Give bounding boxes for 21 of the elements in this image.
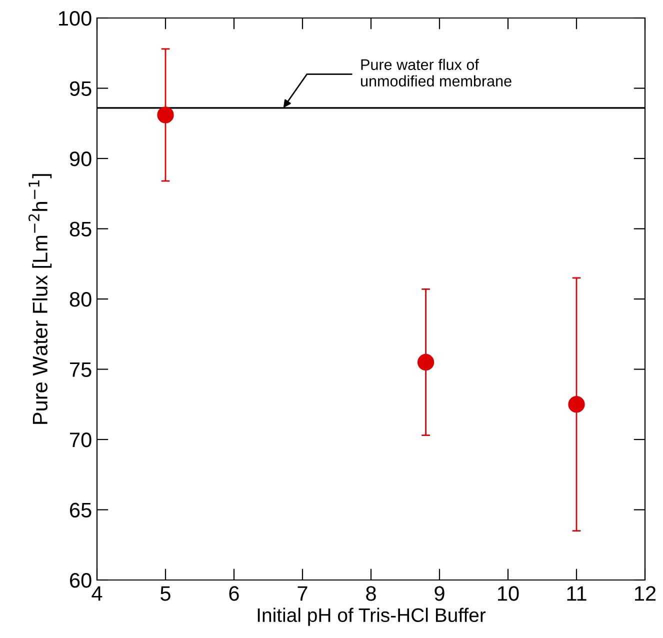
y-tick-label: 65 bbox=[70, 502, 92, 518]
y-axis-title: Pure Water Flux [Lm$^{−2}$h$^{−1}$] bbox=[28, 174, 52, 424]
y-tick-label: 75 bbox=[70, 362, 92, 378]
x-tick-label: 10 bbox=[498, 586, 519, 601]
y-tick-label: 90 bbox=[70, 152, 92, 166]
x-tick-label: 8 bbox=[366, 586, 376, 601]
x-tick-label: 11 bbox=[567, 586, 586, 601]
ref-line-label: Pure water flux of unmodified membrane bbox=[361, 58, 512, 87]
x-tick-label: 4 bbox=[92, 586, 102, 601]
x-tick-label: 5 bbox=[160, 586, 170, 601]
y-tick-label: 100 bbox=[58, 11, 92, 26]
x-axis-title: Initial pH of Tris-HCl Buffer bbox=[258, 608, 486, 626]
y-tick-label: 95 bbox=[70, 81, 92, 96]
y-tick-label: 70 bbox=[70, 432, 92, 448]
x-tick-label: 7 bbox=[298, 586, 308, 601]
y-tick-label: 85 bbox=[70, 222, 92, 237]
x-tick-label: 6 bbox=[229, 586, 239, 601]
y-tick-label: 60 bbox=[70, 573, 92, 588]
y-tick-label: 80 bbox=[70, 292, 92, 307]
x-tick-label: 12 bbox=[635, 586, 656, 601]
x-tick-label: 9 bbox=[434, 586, 444, 601]
